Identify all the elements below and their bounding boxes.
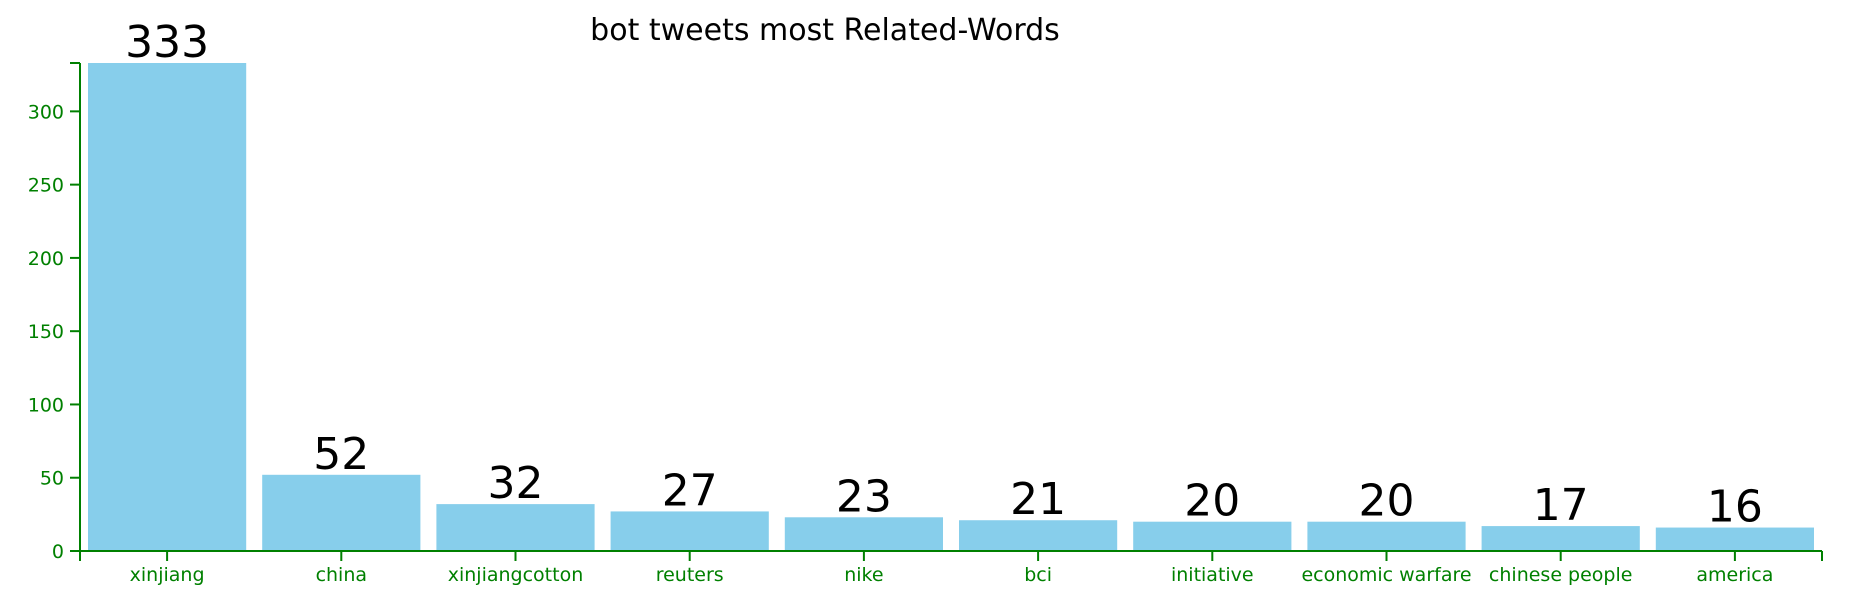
y-axis: 0 50 100 150 200 250 300 (28, 62, 81, 563)
y-tick-label: 250 (28, 175, 64, 197)
bar (1481, 526, 1640, 551)
y-tick-label: 150 (28, 321, 64, 343)
x-tick-label: chinese people (1489, 564, 1633, 586)
bar-value-label: 32 (488, 458, 544, 509)
bar (1307, 521, 1466, 551)
y-tick-label: 0 (52, 541, 64, 563)
bar (784, 517, 943, 551)
bar (959, 520, 1118, 551)
y-tick-label: 50 (40, 468, 64, 490)
y-tick-label: 100 (28, 394, 64, 416)
x-tick-label: america (1696, 564, 1773, 586)
bar-value-label: 16 (1707, 482, 1763, 533)
bar (610, 511, 769, 551)
bars-layer (88, 63, 1814, 551)
x-tick-label: economic warfare (1301, 564, 1471, 586)
bar-value-label: 17 (1533, 480, 1589, 531)
bar-value-label: 52 (313, 429, 369, 480)
bar-value-label: 20 (1184, 476, 1240, 527)
x-axis: xinjiang china xinjiangcotton reuters nike bc… (79, 550, 1823, 586)
x-tick-label: reuters (656, 564, 724, 586)
x-tick-label: xinjiangcotton (448, 564, 584, 586)
bar-value-label: 333 (125, 17, 209, 68)
bar (1133, 521, 1292, 551)
x-tick-label: initiative (1171, 564, 1254, 586)
bar-value-label: 20 (1359, 476, 1415, 527)
x-tick-label: china (316, 564, 367, 586)
y-tick-label: 200 (28, 248, 64, 270)
y-tick-label: 300 (28, 101, 64, 123)
bar-value-label: 23 (836, 471, 892, 522)
bar-value-label: 27 (662, 465, 718, 516)
x-tick-label: bci (1024, 564, 1052, 586)
value-labels-layer: 333 52 32 27 23 21 20 20 17 16 (125, 17, 1763, 533)
bar (88, 63, 247, 551)
bar (262, 474, 421, 551)
chart-title: bot tweets most Related-Words (590, 13, 1060, 48)
x-tick-label: xinjiang (130, 564, 205, 586)
bar (1655, 527, 1814, 551)
bar-value-label: 21 (1010, 474, 1066, 525)
x-tick-label: nike (844, 564, 883, 586)
bar (436, 504, 595, 551)
